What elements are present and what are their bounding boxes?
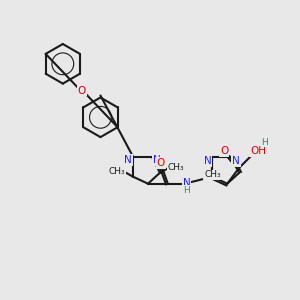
Text: N: N [232,156,240,166]
Text: CH₃: CH₃ [109,167,126,176]
Text: O: O [220,146,228,156]
Text: N: N [183,178,190,188]
Text: CH₃: CH₃ [204,170,221,179]
Text: H: H [262,138,268,147]
Text: CH₃: CH₃ [167,163,184,172]
Text: OH: OH [250,146,266,156]
Text: O: O [157,158,165,168]
Text: O: O [77,85,86,96]
Text: N: N [153,155,161,165]
Text: N: N [124,155,132,165]
Text: H: H [183,186,190,195]
Text: N: N [204,156,211,166]
